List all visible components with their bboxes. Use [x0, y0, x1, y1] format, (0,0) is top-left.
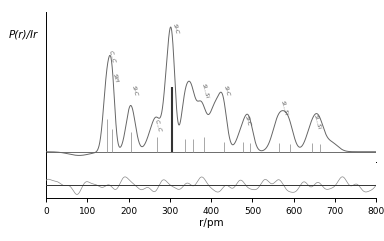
Text: Si-C: Si-C	[131, 85, 139, 97]
Text: Si-C: Si-C	[172, 23, 180, 34]
X-axis label: r/pm: r/pm	[199, 218, 223, 228]
Text: Si-C: Si-C	[223, 85, 231, 97]
Text: SiH: SiH	[112, 73, 119, 83]
Text: C...C: C...C	[108, 50, 116, 64]
Text: Si...Si: Si...Si	[280, 100, 288, 116]
Text: C...C: C...C	[154, 119, 162, 133]
Text: Si-C: Si-C	[244, 115, 252, 127]
Text: Si...Si: Si...Si	[313, 114, 321, 130]
Y-axis label: P(r)/Ir: P(r)/Ir	[8, 29, 38, 40]
Text: Si...Si: Si...Si	[201, 82, 210, 99]
